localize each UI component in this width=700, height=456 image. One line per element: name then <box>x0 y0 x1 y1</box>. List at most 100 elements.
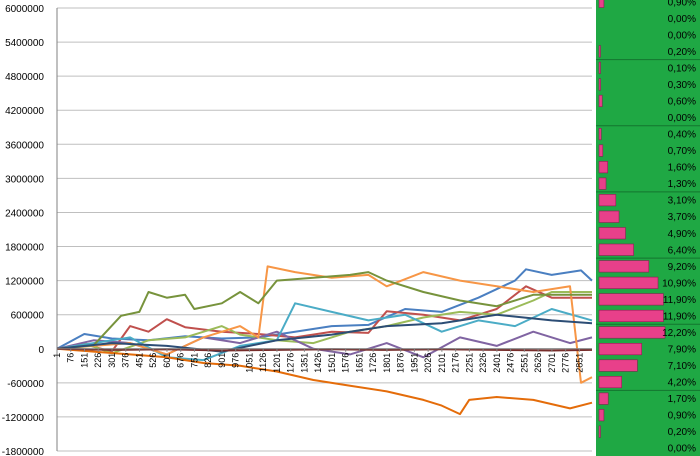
distribution-bar-label: 0,20% <box>668 427 696 438</box>
distribution-bar-label: 0,20% <box>668 47 696 58</box>
distribution-bar-label: 7,90% <box>668 345 696 356</box>
distribution-bar-label: 0,90% <box>668 411 696 422</box>
x-tick-label: 1276 <box>286 353 296 373</box>
distribution-bar <box>598 210 620 223</box>
distribution-bar <box>598 392 609 405</box>
x-tick-label: 526 <box>148 353 158 368</box>
y-tick-label: -600000 <box>7 379 44 390</box>
distribution-bar-label: 7,10% <box>668 361 696 372</box>
x-tick-label: 901 <box>217 353 227 368</box>
x-tick-label: 2101 <box>437 353 447 373</box>
series-line-8 <box>56 347 593 416</box>
distribution-bar-label: 11,90% <box>663 311 696 322</box>
x-tick-label: 1126 <box>258 353 268 372</box>
distribution-bar <box>598 375 623 389</box>
x-tick-label: 826 <box>203 353 213 368</box>
y-tick-label: 600000 <box>11 311 45 322</box>
distribution-bar-label: 0,00% <box>668 113 696 124</box>
distribution-bar <box>598 326 666 339</box>
x-tick-label: 1051 <box>244 353 254 373</box>
series-line-9 <box>56 313 593 353</box>
y-tick-label: 0 <box>38 345 44 356</box>
distribution-bar-label: 10,90% <box>662 278 696 289</box>
distribution-bar <box>598 342 643 356</box>
y-tick-label: 3600000 <box>5 140 44 151</box>
x-tick-label: 2401 <box>492 353 502 373</box>
distribution-bar-label: 0,00% <box>668 444 696 455</box>
x-tick-label: 226 <box>93 353 103 368</box>
y-tick-label: -1800000 <box>2 447 45 456</box>
distribution-bar <box>598 194 617 207</box>
distribution-bar-label: 3,10% <box>668 196 696 207</box>
distribution-bar-label: 0,10% <box>668 63 696 74</box>
x-tick-label: 151 <box>79 353 89 368</box>
x-tick-label: 1726 <box>368 353 378 373</box>
x-tick-label: 676 <box>176 353 186 368</box>
x-tick-label: 376 <box>121 353 131 368</box>
x-tick-label: 1951 <box>409 353 419 373</box>
distribution-bar-label: 0,30% <box>668 80 696 91</box>
x-tick-label: 2626 <box>533 353 543 373</box>
y-tick-label: 1200000 <box>5 277 44 288</box>
x-tick-label: 751 <box>189 353 199 368</box>
y-tick-label: 6000000 <box>5 4 44 15</box>
x-tick-label: 451 <box>134 353 144 368</box>
distribution-bars-svg: 0,90% 0,00% 0,00% 0,20% 0,10% 0,30% 0,60% 0,00%… <box>596 0 700 455</box>
distribution-bar-label: 1,70% <box>668 394 696 405</box>
x-tick-label: 2776 <box>561 353 571 373</box>
y-tick-label: 4200000 <box>5 106 44 117</box>
y-tick-label: -1200000 <box>2 413 45 424</box>
x-tick-label: 1651 <box>354 353 364 373</box>
x-tick-label: 1801 <box>382 353 392 373</box>
distribution-bar-label: 0,00% <box>668 14 696 25</box>
distribution-bar <box>598 177 607 190</box>
distribution-bar <box>598 0 605 8</box>
x-tick-label: 1201 <box>272 353 282 373</box>
distribution-bar <box>598 128 602 141</box>
x-tick-label: 601 <box>162 353 172 368</box>
distribution-bar-label: 1,30% <box>668 179 696 190</box>
series-line-7 <box>56 271 592 350</box>
y-tick-label: 3000000 <box>5 174 44 185</box>
y-tick-label: 5400000 <box>5 38 44 49</box>
series-line-5 <box>56 302 593 362</box>
series-line-1 <box>56 268 593 350</box>
distribution-bar <box>598 94 603 107</box>
distribution-bar-label: 3,70% <box>668 212 696 223</box>
x-tick-label: 2251 <box>464 353 474 373</box>
distribution-bar <box>598 359 638 372</box>
distribution-bar-label: 12,20% <box>662 328 696 339</box>
distribution-bar-label: 0,90% <box>668 0 696 8</box>
distribution-bar <box>598 425 601 438</box>
distribution-bar <box>598 78 601 91</box>
x-tick-label: 1501 <box>327 353 337 373</box>
x-tick-label: 1 <box>52 353 62 358</box>
x-tick-label: 1351 <box>299 353 309 373</box>
distribution-bar-label: 0,00% <box>668 30 696 41</box>
distribution-bar-label: 0,60% <box>668 97 696 108</box>
distribution-bar-label: 1,60% <box>668 163 696 174</box>
distribution-bar-label: 0,70% <box>668 146 696 157</box>
distribution-bar-label: 9,20% <box>668 262 696 273</box>
distribution-bar <box>598 144 604 157</box>
distribution-bar <box>598 161 608 174</box>
x-tick-label: 2326 <box>478 353 488 373</box>
line-chart-svg: 6000000540000048000004200000360000030000… <box>2 4 593 456</box>
x-tick-label: 2851 <box>574 353 584 373</box>
x-tick-label: 2701 <box>547 353 557 373</box>
distribution-bar <box>598 227 626 240</box>
y-tick-label: 4800000 <box>5 72 44 83</box>
line-chart: 6000000 5400000 4800000 4200000 3600000 30000… <box>1 4 593 456</box>
x-tick-label: 1876 <box>396 353 406 373</box>
series-line-6 <box>56 265 593 384</box>
distribution-bar <box>598 61 601 74</box>
x-tick-label: 76 <box>66 353 76 363</box>
distribution-bar-label: 11,90% <box>663 295 696 306</box>
x-tick-label: 1576 <box>341 353 351 373</box>
distribution-bar <box>598 45 601 58</box>
distribution-bar <box>598 409 605 422</box>
distribution-bar-label: 4,20% <box>668 378 696 389</box>
x-tick-label: 2176 <box>451 353 461 373</box>
distribution-bar-label: 6,40% <box>668 245 696 256</box>
distribution-panel: 0,90% 0,00% 0,00% 0,20% 0,10% 0,30% 0,60% 0,00%… <box>596 0 700 456</box>
